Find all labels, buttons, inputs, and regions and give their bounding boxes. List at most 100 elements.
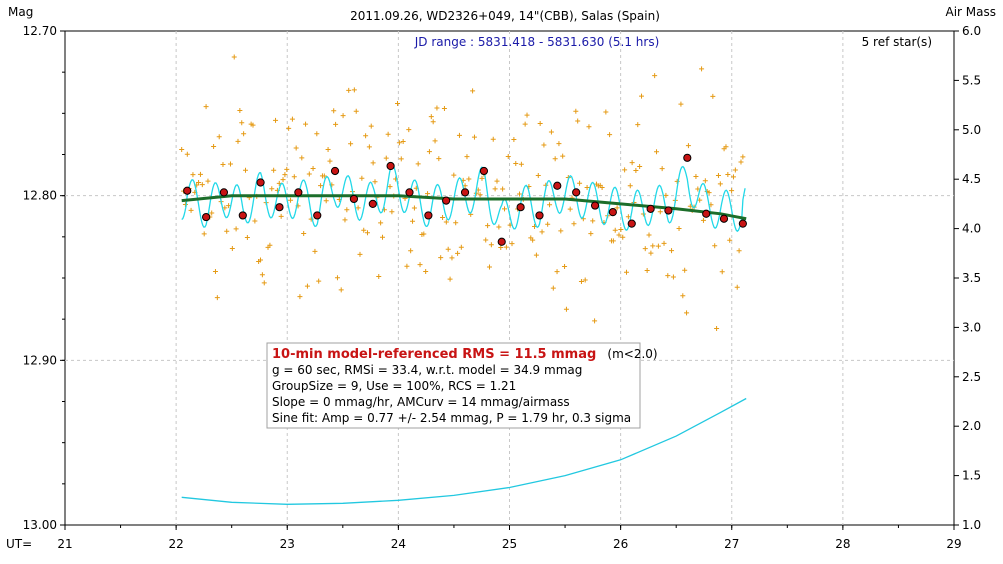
stats-box-frame [266, 342, 641, 429]
raw-point [717, 181, 723, 187]
y-right-tick-label: 3.0 [962, 320, 981, 334]
raw-point [209, 210, 215, 216]
raw-point [700, 217, 706, 223]
raw-point [618, 227, 624, 233]
raw-point [408, 248, 414, 254]
raw-point [654, 149, 660, 155]
raw-point [578, 279, 584, 285]
average-point [535, 211, 544, 220]
raw-point [663, 192, 669, 198]
raw-point [674, 178, 680, 184]
raw-point [344, 207, 350, 213]
raw-point [282, 172, 288, 178]
raw-point [237, 107, 243, 113]
raw-point [359, 175, 365, 181]
raw-point [425, 191, 431, 197]
raw-point [682, 267, 688, 273]
stats-headline-suffix: (m<2.0) [607, 347, 657, 361]
x-axis-label: UT= [6, 537, 32, 551]
raw-point [466, 176, 472, 182]
raw-point [383, 155, 389, 161]
average-point [330, 166, 340, 176]
raw-point [203, 104, 209, 110]
raw-point [179, 146, 185, 152]
raw-point [479, 175, 485, 181]
raw-point [530, 237, 536, 243]
raw-point [727, 237, 733, 243]
raw-point [361, 227, 367, 233]
raw-point [239, 120, 245, 126]
raw-point [541, 142, 547, 148]
raw-point [376, 274, 382, 280]
raw-point [333, 121, 339, 127]
raw-point [500, 186, 506, 192]
raw-point [436, 156, 442, 162]
raw-point [389, 209, 395, 215]
stats-headline-row: 10-min model-referenced RMS = 11.5 mmag … [272, 343, 658, 362]
average-point [738, 219, 747, 228]
raw-point [286, 125, 292, 131]
chart-title: 2011.09.26, WD2326+049, 14"(CBB), Salas … [350, 9, 660, 23]
raw-point [625, 214, 631, 220]
raw-point [368, 123, 374, 129]
raw-point [505, 153, 511, 159]
x-tick-label: 25 [502, 537, 517, 551]
raw-point [455, 250, 461, 256]
stats-box: 10-min model-referenced RMS = 11.5 mmag … [266, 342, 658, 429]
raw-point [547, 202, 553, 208]
raw-point [216, 134, 222, 140]
raw-point [729, 188, 735, 194]
raw-point [338, 287, 344, 293]
y-right-tick-label: 5.0 [962, 123, 981, 137]
raw-point [190, 172, 196, 178]
raw-point [299, 155, 305, 161]
raw-point [395, 100, 401, 106]
raw-point [440, 214, 446, 220]
raw-point [321, 173, 327, 179]
raw-point [633, 167, 639, 173]
raw-point [196, 179, 202, 185]
raw-point [517, 191, 523, 197]
raw-point [584, 184, 590, 190]
raw-point [548, 129, 554, 135]
x-tick-label: 22 [168, 537, 183, 551]
y-left-tick-label: 12.70 [23, 24, 57, 38]
raw-point [334, 275, 340, 281]
raw-point [261, 280, 267, 286]
raw-point [503, 244, 509, 250]
raw-point [366, 144, 372, 150]
raw-point [406, 127, 412, 133]
raw-point [231, 54, 237, 60]
raw-point [233, 226, 239, 232]
raw-point [316, 278, 322, 284]
raw-point [211, 144, 217, 150]
stats-line: Slope = 0 mmag/hr, AMCurv = 14 mmag/airm… [272, 395, 570, 409]
raw-point [702, 178, 708, 184]
model-curve-layer [181, 194, 747, 221]
y-left-tick-label: 13.00 [23, 518, 57, 532]
average-point [553, 181, 562, 190]
raw-point [471, 134, 477, 140]
raw-point [201, 231, 207, 237]
x-tick-label: 27 [724, 537, 739, 551]
raw-point [288, 197, 294, 203]
raw-point [545, 221, 551, 227]
stats-headline: 10-min model-referenced RMS = 11.5 mmag [272, 347, 596, 362]
raw-point [188, 207, 194, 213]
average-point [238, 211, 247, 220]
raw-point [552, 156, 558, 162]
raw-point [614, 205, 620, 211]
raw-point [657, 209, 663, 215]
raw-point [697, 197, 703, 203]
average-point [646, 204, 655, 213]
raw-point [445, 246, 451, 252]
raw-point [599, 184, 605, 190]
raw-point [639, 93, 645, 99]
raw-point [428, 114, 434, 120]
raw-point [458, 244, 464, 250]
raw-point [655, 243, 661, 249]
raw-point [348, 141, 354, 147]
raw-point [567, 206, 573, 212]
raw-point [301, 230, 307, 236]
